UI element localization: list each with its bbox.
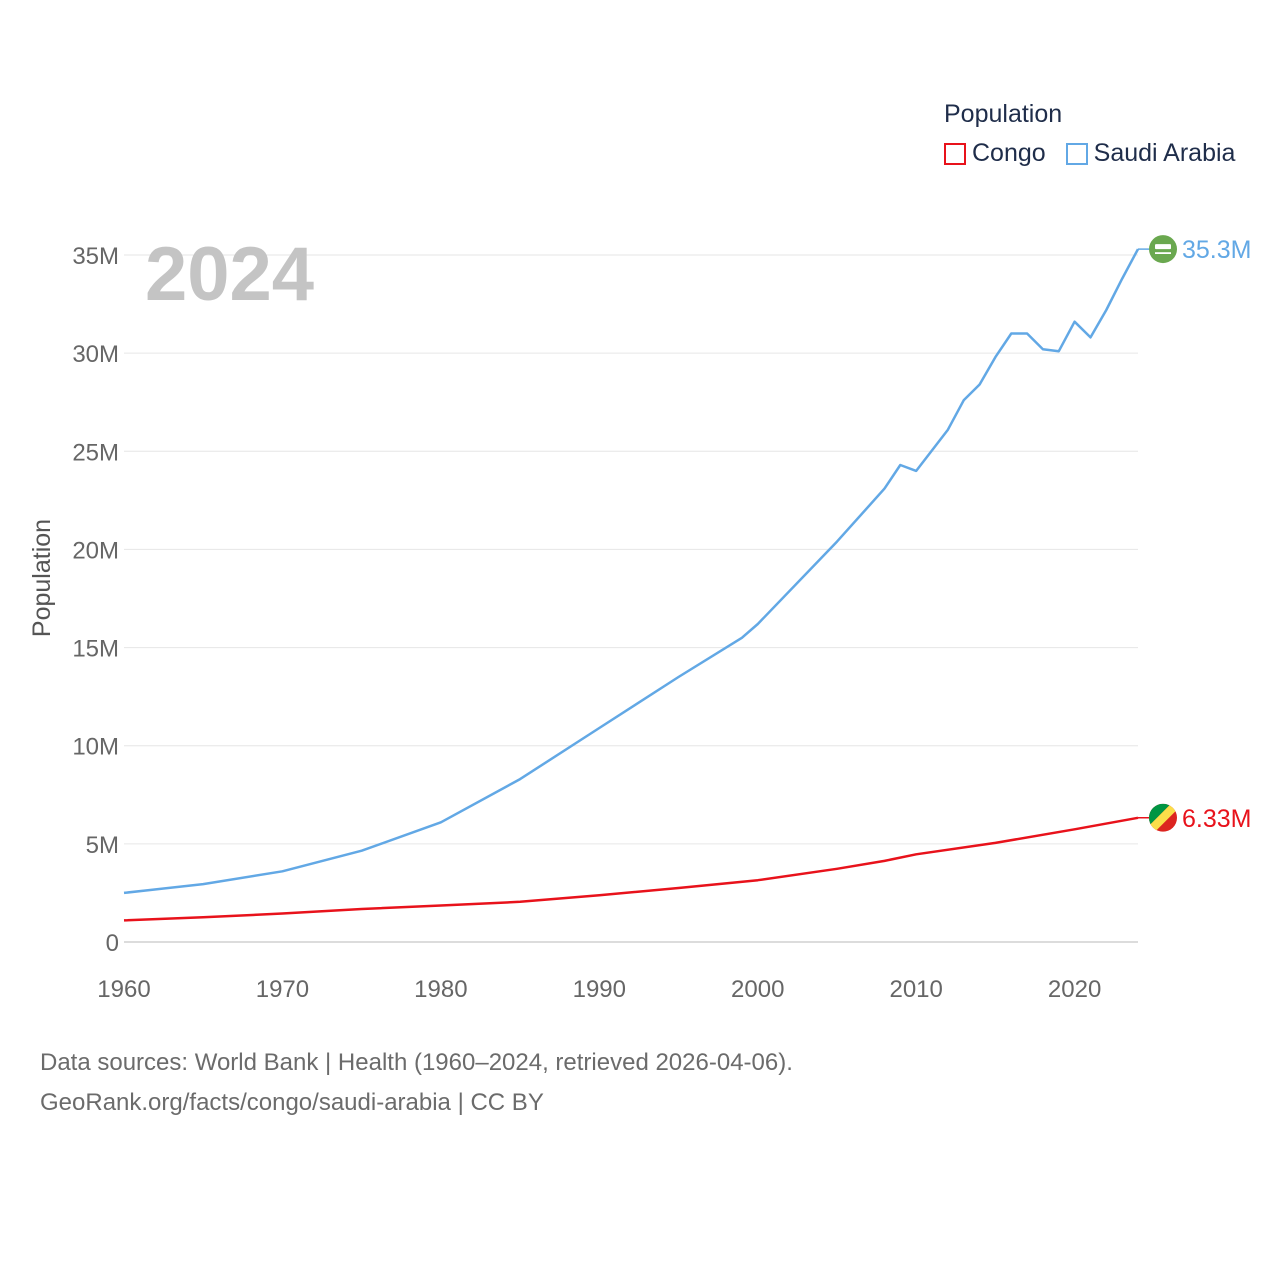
x-tick-label: 1970 — [256, 976, 309, 1003]
year-watermark: 2024 — [145, 232, 314, 317]
x-tick-label: 1980 — [414, 976, 467, 1003]
x-axis: 1960 1970 1980 1990 2000 2010 2020 — [97, 976, 1101, 1003]
legend-item-saudi-arabia[interactable]: Saudi Arabia — [1065, 139, 1236, 168]
y-axis-label: Population — [28, 519, 56, 637]
legend-label-congo: Congo — [972, 139, 1046, 167]
y-tick-label: 15M — [72, 636, 119, 663]
y-axis: 0 5M 10M 15M 20M 25M 30M 35M — [72, 243, 119, 957]
legend: Population Congo Saudi Arabia — [944, 100, 1235, 168]
saudi-arabia-flag-icon — [1149, 235, 1177, 264]
x-tick-label: 1960 — [97, 976, 150, 1003]
series-line-saudi-arabia[interactable] — [123, 248, 1140, 895]
x-tick-label: 2020 — [1048, 976, 1101, 1003]
x-tick-label: 2000 — [731, 976, 784, 1003]
congo-flag-icon — [1149, 803, 1177, 832]
grid-lines — [124, 254, 1138, 943]
y-tick-label: 20M — [72, 537, 119, 564]
y-tick-label: 25M — [72, 439, 119, 466]
y-tick-label: 30M — [72, 341, 119, 368]
source-line-1: Data sources: World Bank | Health (1960–… — [40, 1049, 793, 1076]
y-tick-label: 35M — [72, 243, 119, 270]
end-label-congo: 6.33M — [1182, 805, 1251, 833]
legend-swatch-congo — [944, 142, 966, 165]
y-tick-label: 5M — [86, 832, 119, 859]
series-layer: 6.33M 35.3M — [123, 235, 1251, 922]
source-note: Data sources: World Bank | Health (1960–… — [40, 1043, 793, 1123]
legend-label-saudi-arabia: Saudi Arabia — [1093, 139, 1236, 167]
y-tick-label: 0 — [106, 930, 119, 957]
y-tick-label: 10M — [72, 734, 119, 761]
legend-title: Population — [944, 100, 1063, 128]
legend-swatch-saudi-arabia — [1065, 142, 1088, 165]
x-tick-label: 1990 — [573, 976, 626, 1003]
end-label-saudi-arabia: 35.3M — [1182, 236, 1251, 264]
x-tick-label: 2010 — [889, 976, 942, 1003]
series-line-congo[interactable] — [123, 816, 1139, 922]
source-line-2: GeoRank.org/facts/congo/saudi-arabia | C… — [40, 1089, 544, 1116]
legend-item-congo[interactable]: Congo — [944, 139, 1046, 168]
